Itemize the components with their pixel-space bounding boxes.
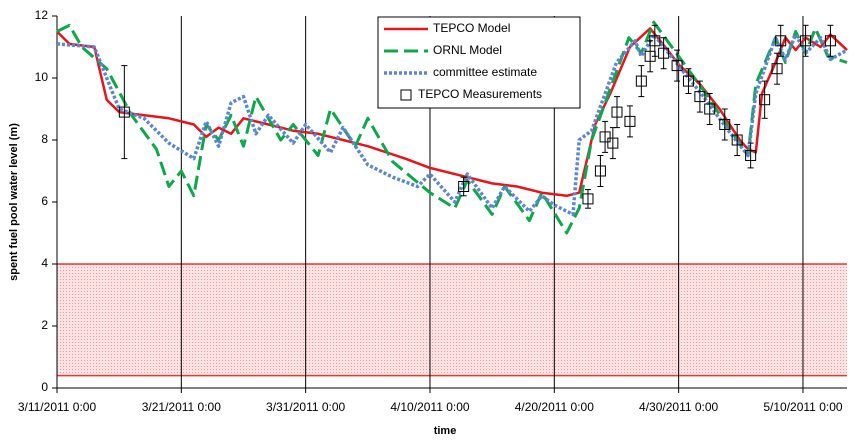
marker	[649, 35, 661, 47]
shaded-band	[57, 264, 847, 376]
marker	[624, 115, 636, 127]
measurement	[824, 24, 836, 57]
measurement	[607, 127, 619, 160]
x-tick-label: 5/10/2011 0:00	[763, 400, 843, 414]
x-tick-label: 3/31/2011 0:00	[266, 400, 346, 414]
marker	[671, 60, 683, 72]
measurement	[775, 24, 787, 57]
y-tick-label: 4	[41, 256, 48, 270]
marker	[658, 47, 670, 59]
measurement	[800, 24, 812, 57]
measurement	[694, 80, 706, 113]
measurement	[594, 155, 606, 187]
marker	[611, 106, 623, 118]
legend-label: ORNL Model	[433, 43, 502, 57]
measurement	[118, 65, 130, 160]
measurement	[649, 24, 661, 57]
series-line	[56, 32, 848, 217]
measurement	[719, 108, 731, 141]
marker	[704, 103, 716, 115]
marker	[824, 35, 836, 47]
y-tick-label: 2	[41, 318, 48, 332]
marker	[607, 137, 619, 149]
legend-swatch	[400, 89, 412, 101]
measurement	[624, 105, 636, 138]
legend-label: TEPCO Measurements	[418, 87, 542, 101]
y-axis-label: spent fuel pool water level (m)	[8, 123, 20, 281]
x-tick-label: 3/21/2011 0:00	[142, 400, 222, 414]
y-tick-label: 0	[41, 380, 48, 394]
marker	[594, 165, 606, 177]
measurement	[704, 93, 716, 125]
marker	[635, 75, 647, 87]
marker	[759, 94, 771, 106]
y-tick-label: 6	[41, 194, 48, 208]
measurement	[745, 142, 757, 169]
marker	[458, 181, 470, 192]
x-axis-label: time	[434, 425, 457, 437]
marker	[682, 75, 694, 87]
x-tick-label: 4/30/2011 0:00	[639, 400, 719, 414]
measurement	[599, 120, 611, 153]
x-tick-label: 4/10/2011 0:00	[390, 400, 470, 414]
series-line	[56, 27, 848, 198]
marker	[599, 131, 611, 143]
legend-box	[377, 16, 581, 109]
x-tick-label: 3/11/2011 0:00	[18, 400, 97, 414]
marker	[771, 63, 783, 75]
y-tick-label: 12	[35, 8, 49, 22]
measurement	[731, 124, 743, 156]
marker	[731, 134, 743, 146]
measurement	[658, 37, 670, 70]
measurement	[582, 189, 594, 209]
marker	[719, 119, 731, 130]
y-tick-label: 10	[35, 70, 49, 84]
x-tick-label: 4/20/2011 0:00	[515, 400, 595, 414]
marker	[118, 106, 130, 118]
marker	[775, 35, 787, 47]
y-tick-label: 8	[41, 132, 48, 146]
legend-label: committee estimate	[433, 65, 537, 79]
measurement	[458, 176, 470, 197]
measurement	[771, 52, 783, 85]
marker	[694, 91, 706, 103]
marker	[745, 150, 757, 161]
marker	[582, 193, 594, 205]
legend-label: TEPCO Model	[433, 21, 510, 35]
measurement	[682, 68, 694, 94]
measurement	[611, 96, 623, 129]
measurement	[759, 80, 771, 119]
marker	[800, 35, 812, 47]
measurement	[635, 65, 647, 98]
legend: TEPCO Model ORNL Model committee estimate T…	[377, 16, 581, 109]
measurement	[671, 49, 683, 82]
